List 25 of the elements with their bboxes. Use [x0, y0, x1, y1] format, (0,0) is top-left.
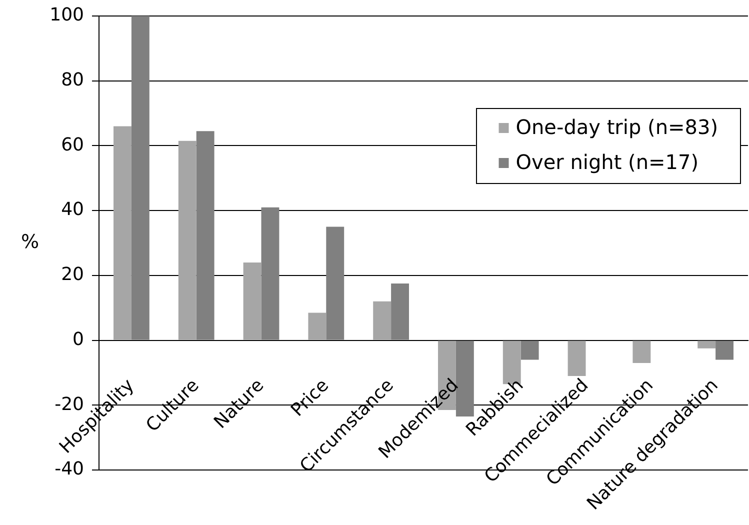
bar	[243, 262, 262, 340]
bar	[196, 131, 214, 340]
y-tick-label: 80	[61, 70, 84, 91]
bar	[391, 284, 409, 340]
bar	[261, 207, 280, 340]
bar	[178, 140, 196, 340]
y-tick-label: 60	[61, 134, 84, 156]
bar	[373, 301, 392, 340]
bar	[568, 340, 586, 376]
bar	[716, 340, 734, 360]
bar	[632, 340, 651, 363]
bar	[131, 16, 150, 340]
bar	[698, 340, 716, 348]
bar	[114, 126, 132, 340]
legend-label: Over night (n=17)	[516, 150, 699, 174]
legend-label: One-day trip (n=83)	[516, 115, 718, 140]
bar	[326, 226, 344, 340]
y-tick-label: 100	[50, 4, 84, 26]
bar	[520, 340, 539, 360]
y-tick-label: -40	[54, 458, 84, 480]
y-tick-label: 20	[61, 264, 84, 286]
y-axis-title: %	[20, 230, 40, 253]
y-tick-label: 40	[61, 199, 84, 220]
y-tick-label: 0	[72, 328, 84, 350]
bar	[308, 312, 326, 340]
